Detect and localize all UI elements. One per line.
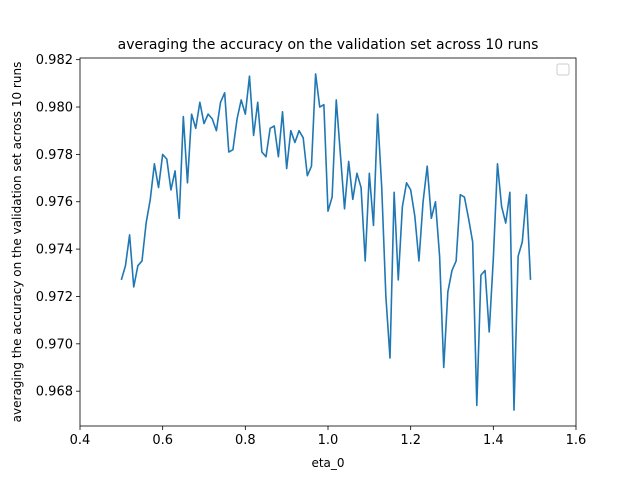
y-tick-label: 0.980 <box>36 101 73 116</box>
y-tick-label: 0.974 <box>36 243 73 258</box>
y-tick-label: 0.968 <box>36 385 73 400</box>
y-tick-label: 0.982 <box>36 53 73 68</box>
x-tick-label: 1.2 <box>400 433 421 448</box>
y-axis-label: averaging the accuracy on the validation… <box>10 62 24 423</box>
x-tick-label: 0.4 <box>70 433 91 448</box>
x-tick-label: 1.6 <box>566 433 587 448</box>
y-tick-label: 0.972 <box>36 290 73 305</box>
x-axis: 0.4 0.6 0.8 1.0 1.2 1.4 1.6 <box>70 426 587 448</box>
y-tick-label: 0.970 <box>36 337 73 352</box>
chart-title: averaging the accuracy on the validation… <box>118 37 539 53</box>
y-tick-label: 0.978 <box>36 148 73 163</box>
x-tick-label: 1.0 <box>318 433 339 448</box>
plot-area <box>120 73 532 411</box>
legend-box <box>556 63 570 76</box>
x-axis-label: eta_0 <box>311 456 344 470</box>
x-tick-label: 1.4 <box>483 433 504 448</box>
y-axis: 0.968 0.970 0.972 0.974 0.976 0.978 0.980 0.982 <box>36 53 80 400</box>
x-tick-label: 0.8 <box>235 433 256 448</box>
series-line <box>120 73 532 411</box>
x-tick-label: 0.6 <box>152 433 173 448</box>
plot-frame <box>79 57 577 427</box>
y-tick-label: 0.976 <box>36 195 73 210</box>
